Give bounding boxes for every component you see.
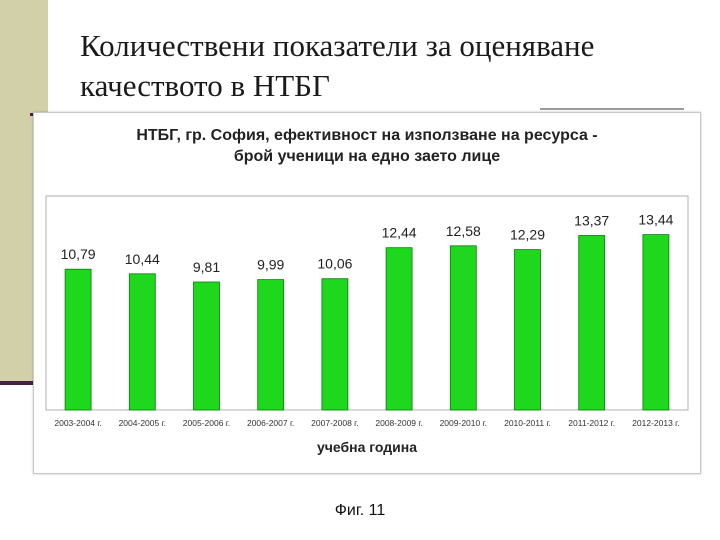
x-tick-label-10: 2012-2013 г.: [632, 418, 679, 428]
slide-title-line-2: качеството в НТБГ: [80, 68, 330, 103]
bar-7: [449, 245, 477, 411]
bars-layer: [64, 234, 670, 411]
x-tick-label-9: 2011-2012 г.: [568, 418, 615, 428]
chart-title-line-1: НТБГ, гр. София, ефективност на използва…: [136, 127, 598, 144]
x-tick-label-8: 2010-2011 г.: [504, 418, 551, 428]
x-tick-label-3: 2005-2006 г.: [183, 418, 230, 428]
left-decor-line: [0, 381, 60, 385]
x-tick-label-1: 2003-2004 г.: [54, 418, 101, 428]
bar-3: [193, 281, 220, 411]
value-label-8: 12,29: [510, 227, 545, 243]
x-tick-label-6: 2008-2009 г.: [375, 418, 422, 428]
slide-title: Количествени показатели за оценяване кач…: [80, 26, 700, 106]
bar-1: [64, 268, 92, 411]
decor-frame: [540, 108, 684, 116]
x-tick-label-5: 2007-2008 г.: [311, 418, 358, 428]
bar-5: [321, 278, 349, 411]
bar-9: [578, 235, 606, 411]
value-label-3: 9,81: [193, 259, 220, 275]
value-label-6: 12,44: [382, 225, 417, 241]
bar-6: [385, 247, 413, 411]
value-label-1: 10,79: [61, 246, 96, 262]
value-label-5: 10,06: [317, 256, 352, 272]
value-labels-layer: 10,79 10,44 9,81 9,99 10,06 12,44 12,58 12,29 13…: [61, 212, 674, 275]
x-axis-label: учебна година: [317, 439, 417, 455]
x-tick-label-2: 2004-2005 г.: [119, 418, 166, 428]
value-label-4: 9,99: [257, 257, 284, 273]
chart-title-line-2: брой ученици на едно заето лице: [233, 148, 501, 165]
bar-4: [257, 279, 285, 411]
x-tick-labels-layer: 2003-2004 г. 2004-2005 г. 2005-2006 г. 2006…: [54, 418, 679, 428]
chart-panel: НТБГ, гр. София, ефективност на използва…: [33, 112, 701, 474]
x-tick-label-7: 2009-2010 г.: [440, 418, 487, 428]
value-label-2: 10,44: [125, 251, 160, 267]
bar-2: [128, 273, 156, 411]
bar-10: [642, 234, 670, 411]
slide-title-line-1: Количествени показатели за оценяване: [80, 28, 595, 63]
value-label-9: 13,37: [574, 213, 609, 229]
value-label-10: 13,44: [638, 212, 673, 228]
x-tick-label-4: 2006-2007 г.: [247, 418, 294, 428]
figure-caption: Фиг. 11: [334, 502, 386, 519]
value-label-7: 12,58: [446, 223, 481, 239]
bar-chart: 10,79 10,44 9,81 9,99 10,06 12,44 12,58 12,29 13…: [45, 195, 689, 455]
chart-title: НТБГ, гр. София, ефективност на използва…: [34, 125, 700, 167]
bar-8: [514, 249, 541, 411]
